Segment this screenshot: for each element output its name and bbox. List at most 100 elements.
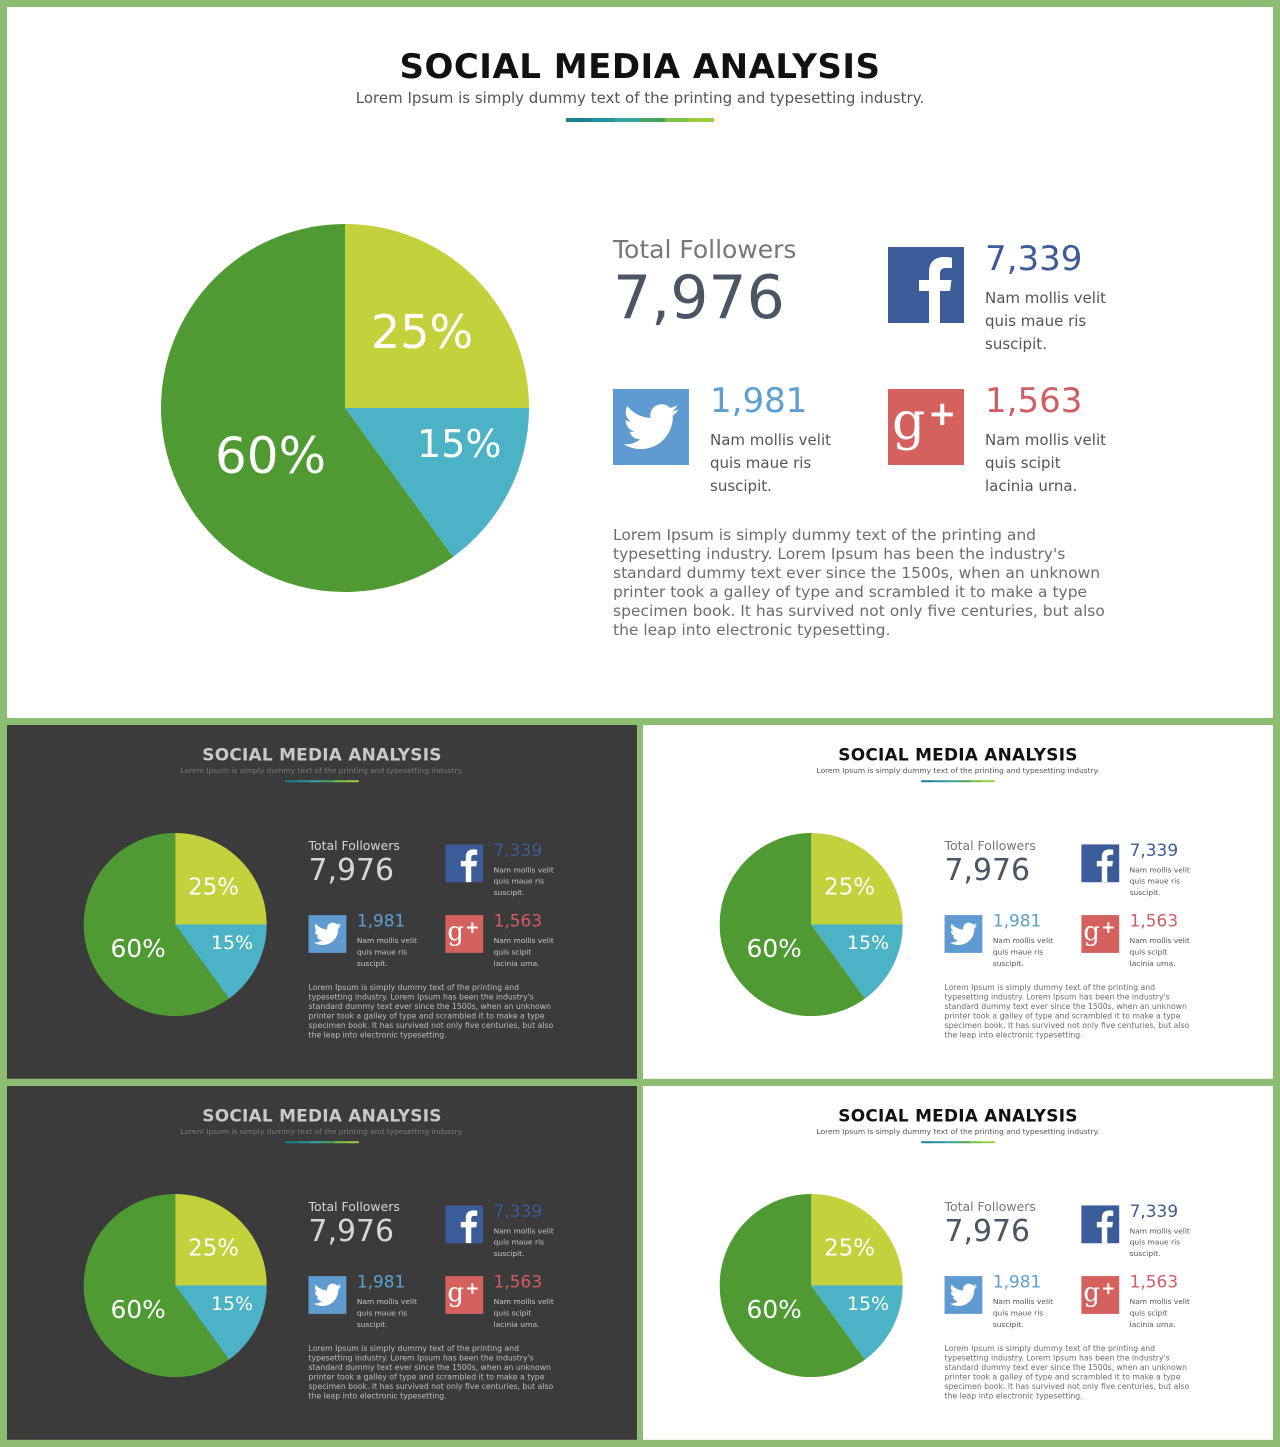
slide-canvas: SOCIAL MEDIA ANALYSIS Lorem Ipsum is sim…: [7, 7, 1273, 718]
pie-chart: [161, 224, 529, 592]
description-line: quis maue ris: [356, 947, 408, 957]
facebook-icon: [888, 247, 964, 323]
slide-canvas: SOCIAL MEDIA ANALYSIS Lorem Ipsum is sim…: [643, 725, 1273, 1079]
description-line: Nam mollis velit: [710, 431, 831, 449]
slide-thumbnail-light-2[interactable]: SOCIAL MEDIA ANALYSIS Lorem Ipsum is sim…: [643, 1086, 1273, 1440]
divider-segment: [334, 1141, 347, 1144]
google-plus-followers-value: 1,563: [1129, 1272, 1179, 1293]
divider-segment: [933, 780, 946, 783]
description-line: quis scipit: [493, 947, 532, 957]
slide-title: SOCIAL MEDIA ANALYSIS: [202, 744, 442, 765]
google-plus-icon: g +: [888, 389, 964, 465]
facebook-description: Nam mollis velit quis maue ris suscipit.: [1130, 864, 1205, 898]
divider-segment: [933, 1141, 946, 1144]
google-plus-description: Nam mollis velit quis scipit lacinia urn…: [985, 429, 1135, 498]
divider-segment: [921, 1141, 934, 1144]
description-line: lacinia urna.: [985, 477, 1078, 495]
pie-slice-label: 15%: [417, 422, 502, 466]
slide-title: SOCIAL MEDIA ANALYSIS: [838, 744, 1078, 765]
description-line: quis maue ris: [992, 1308, 1044, 1318]
slide-subtitle: Lorem Ipsum is simply dummy text of the …: [816, 1126, 1100, 1136]
divider-segment: [664, 118, 690, 122]
description-line: Nam mollis velit: [1129, 865, 1190, 875]
svg-text:g: g: [1083, 917, 1100, 947]
twitter-description: Nam mollis velit quis maue ris suscipit.: [357, 935, 432, 969]
google-plus-description: Nam mollis velit quis scipit lacinia urn…: [1130, 935, 1205, 969]
divider-segment: [309, 780, 322, 783]
google-plus-icon: g +: [445, 915, 484, 953]
description-line: Nam mollis velit: [985, 289, 1106, 307]
description-line: Nam mollis velit: [1129, 1296, 1190, 1306]
pie-slice-label: 60%: [110, 933, 166, 963]
total-followers-label: Total Followers: [613, 235, 797, 264]
total-followers-label: Total Followers: [308, 838, 400, 853]
description-line: Nam mollis velit: [1129, 1226, 1190, 1236]
pie-slice-label: 15%: [847, 1292, 890, 1315]
pie-slice-label: 60%: [746, 933, 802, 963]
slide-thumbnail-dark-2[interactable]: SOCIAL MEDIA ANALYSIS Lorem Ipsum is sim…: [7, 1086, 637, 1440]
description-line: quis maue ris: [493, 1237, 545, 1247]
pie-slice-label: 25%: [824, 873, 876, 901]
description-line: Nam mollis velit: [356, 1296, 418, 1306]
twitter-description: Nam mollis velit quis maue ris suscipit.: [710, 429, 860, 498]
svg-text:+: +: [465, 917, 479, 937]
facebook-description: Nam mollis velit quis maue ris suscipit.: [494, 864, 569, 898]
twitter-icon: [308, 1276, 347, 1314]
body-paragraph: Lorem Ipsum is simply dummy text of the …: [308, 983, 554, 1040]
description-line: quis maue ris: [1129, 1237, 1181, 1247]
divider-segment: [615, 118, 641, 122]
google-plus-followers-value: 1,563: [493, 1272, 543, 1293]
pie-slice: [161, 224, 454, 592]
twitter-icon: [944, 915, 983, 953]
divider-segment: [957, 780, 971, 783]
slide-thumbnail-light-1[interactable]: SOCIAL MEDIA ANALYSIS Lorem Ipsum is sim…: [643, 725, 1273, 1079]
twitter-followers-value: 1,981: [992, 911, 1042, 932]
svg-text:+: +: [465, 1278, 479, 1298]
facebook-followers-value: 7,339: [985, 239, 1083, 279]
title-divider: [566, 118, 715, 122]
google-plus-icon: g +: [445, 1276, 484, 1314]
slide-canvas: SOCIAL MEDIA ANALYSIS Lorem Ipsum is sim…: [643, 1086, 1273, 1440]
description-line: suscipit.: [1129, 888, 1161, 898]
twitter-followers-value: 1,981: [356, 911, 406, 932]
slide-main: SOCIAL MEDIA ANALYSIS Lorem Ipsum is sim…: [7, 7, 1273, 718]
pie-slice-label: 60%: [746, 1294, 802, 1324]
svg-text:+: +: [928, 394, 957, 434]
description-line: suscipit.: [710, 477, 772, 495]
divider-segment: [970, 780, 983, 783]
description-line: quis scipit: [985, 454, 1061, 472]
svg-text:g: g: [892, 392, 925, 452]
twitter-followers-value: 1,981: [356, 1272, 406, 1293]
divider-segment: [970, 1141, 983, 1144]
title-divider: [921, 1141, 995, 1144]
slide-title: SOCIAL MEDIA ANALYSIS: [399, 47, 881, 87]
twitter-followers-value: 1,981: [710, 381, 808, 421]
pie-slice: [811, 1285, 903, 1360]
twitter-description: Nam mollis velit quis maue ris suscipit.: [993, 935, 1068, 969]
facebook-icon: [445, 844, 484, 883]
total-followers-value: 7,976: [308, 852, 395, 888]
divider-segment: [346, 1141, 359, 1144]
slide-subtitle: Lorem Ipsum is simply dummy text of the …: [180, 1126, 464, 1136]
divider-segment: [321, 1141, 335, 1144]
description-line: Nam mollis velit: [1129, 935, 1190, 945]
facebook-description: Nam mollis velit quis maue ris suscipit.: [985, 287, 1135, 356]
slide-thumbnail-dark-1[interactable]: SOCIAL MEDIA ANALYSIS Lorem Ipsum is sim…: [7, 725, 637, 1079]
total-followers-label: Total Followers: [308, 1199, 400, 1214]
facebook-description: Nam mollis velit quis maue ris suscipit.: [494, 1225, 569, 1259]
pie-slice: [719, 1193, 866, 1378]
description-line: lacinia urna.: [493, 1319, 540, 1329]
description-line: suscipit.: [493, 888, 525, 898]
pie-slice-label: 60%: [215, 427, 327, 485]
pie-slice-label: 25%: [188, 1234, 240, 1262]
title-divider: [285, 1141, 359, 1144]
divider-segment: [590, 118, 616, 122]
description-line: Nam mollis velit: [992, 935, 1054, 945]
pie-slice-label: 15%: [211, 931, 254, 954]
description-line: quis maue ris: [1129, 876, 1181, 886]
twitter-followers-value: 1,981: [992, 1272, 1042, 1293]
divider-segment: [285, 1141, 298, 1144]
divider-segment: [982, 1141, 995, 1144]
divider-segment: [982, 780, 995, 783]
google-plus-description: Nam mollis velit quis scipit lacinia urn…: [494, 935, 569, 969]
